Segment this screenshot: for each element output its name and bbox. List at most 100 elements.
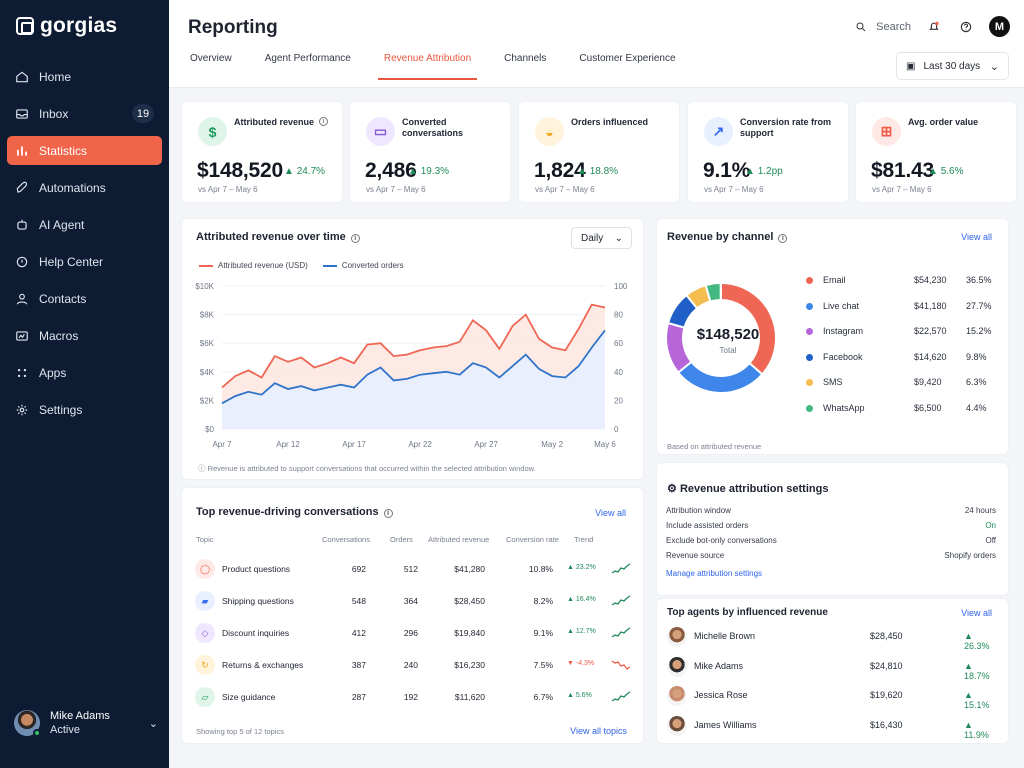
view-all-topics-link[interactable]: View all bbox=[595, 508, 626, 518]
chevron-down-icon: ⌄ bbox=[989, 60, 999, 73]
info-icon[interactable]: i bbox=[778, 234, 788, 243]
table-row[interactable]: ◯ Product questions 692 512 $41,280 10.8% ▲ 23… bbox=[192, 556, 637, 582]
sidebar-item-label: Automations bbox=[39, 180, 106, 195]
donut-slice-live-chat[interactable] bbox=[676, 360, 764, 394]
info-icon[interactable]: i bbox=[319, 117, 328, 126]
sidebar-item-statistics[interactable]: Statistics bbox=[7, 136, 162, 165]
trend-sparkline bbox=[611, 563, 631, 574]
legend-orders: Converted orders bbox=[322, 261, 404, 270]
profile-avatar[interactable]: M bbox=[989, 16, 1010, 37]
granularity-dropdown[interactable]: Daily ⌄ bbox=[571, 227, 632, 249]
chat-icon: ▭ bbox=[366, 117, 395, 146]
sidebar-item-help-center[interactable]: Help Center bbox=[7, 247, 162, 276]
calendar-icon: ▣ bbox=[906, 60, 916, 72]
setting-label: Revenue source bbox=[666, 551, 725, 560]
view-all-channels-link[interactable]: View all bbox=[961, 232, 992, 242]
table-row[interactable]: ▰ Shipping questions 548 364 $28,450 8.2% ▲ 16… bbox=[192, 588, 637, 614]
topic-name: Product questions bbox=[222, 564, 291, 574]
secondary-y-axis-tick-label: 40 bbox=[614, 368, 623, 377]
conversation-count: 412 bbox=[351, 628, 366, 638]
donut-slice-instagram[interactable] bbox=[665, 321, 693, 374]
table-header-cell: Conversations bbox=[322, 535, 370, 544]
page-title: Reporting bbox=[188, 17, 278, 38]
sidebar-item-settings[interactable]: Settings bbox=[7, 395, 162, 424]
agent-revenue: $19,620 bbox=[870, 690, 903, 700]
sidebar-item-apps[interactable]: Apps bbox=[7, 358, 162, 387]
kpi-change: ▲ 19.3% bbox=[408, 166, 450, 177]
y-axis-tick-label: $0 bbox=[205, 425, 214, 434]
channel-row[interactable]: Instagram $22,570 15.2% bbox=[806, 325, 996, 351]
conversion-rate: 8.2% bbox=[533, 596, 553, 606]
channel-list: Email $54,230 36.5% Live chat $41,180 27.7% In… bbox=[806, 274, 996, 427]
user-profile[interactable]: Mike Adams Active ⌄ bbox=[14, 707, 158, 739]
y-axis-tick-label: $6K bbox=[200, 339, 215, 348]
rocket-icon bbox=[15, 181, 29, 195]
kpi-comparison: vs Apr 7 – May 6 bbox=[198, 185, 258, 194]
donut-slice-whatsapp[interactable] bbox=[704, 281, 722, 303]
table-row[interactable]: ◇ Discount inquiries 412 296 $19,840 9.1% ▲ 12… bbox=[192, 620, 637, 646]
channel-color-dot bbox=[806, 277, 813, 284]
tab-revenue-attribution[interactable]: Revenue Attribution bbox=[377, 53, 478, 80]
channel-row[interactable]: Facebook $14,620 9.8% bbox=[806, 351, 996, 377]
secondary-y-axis-tick-label: 20 bbox=[614, 396, 623, 405]
search-icon bbox=[852, 18, 870, 36]
tab-agent-performance[interactable]: Agent Performance bbox=[264, 53, 351, 64]
channel-color-dot bbox=[806, 302, 813, 310]
agent-avatar bbox=[667, 715, 687, 736]
conversion-rate: 9.1% bbox=[533, 628, 553, 638]
conversation-count: 548 bbox=[351, 596, 366, 606]
manage-attribution-settings-link[interactable]: Manage attribution settings bbox=[666, 569, 763, 578]
info-icon[interactable]: i bbox=[383, 509, 393, 518]
tab-overview[interactable]: Overview bbox=[190, 53, 232, 64]
channel-name: Facebook bbox=[823, 351, 863, 362]
agent-change: ▲ 18.7% bbox=[964, 660, 990, 681]
agent-row[interactable]: Michelle Brown $28,450 ▲ 26.3% bbox=[666, 624, 996, 651]
channel-name: Instagram bbox=[823, 326, 864, 336]
channel-row[interactable]: Email $54,230 36.5% bbox=[806, 274, 996, 300]
channel-row[interactable]: SMS $9,420 6.3% bbox=[806, 376, 996, 402]
y-axis-tick-label: $2K bbox=[200, 396, 215, 405]
view-all-agents-link[interactable]: View all bbox=[961, 608, 992, 618]
agent-row[interactable]: Mike Adams $24,810 ▲ 18.7% bbox=[666, 654, 996, 681]
channel-value: $14,620 bbox=[914, 351, 947, 362]
top-agents-title: Top agents by influenced revenue bbox=[667, 607, 828, 618]
channel-row[interactable]: Live chat $41,180 27.7% bbox=[806, 300, 996, 326]
sidebar-item-inbox[interactable]: Inbox 19 bbox=[7, 99, 162, 128]
kpi-card: ↗ Conversion rate from support 9.1% ▲ 1.2pp… bbox=[687, 101, 849, 203]
sidebar-item-contacts[interactable]: Contacts bbox=[7, 284, 162, 313]
trend-change: ▲ 23.2% bbox=[567, 564, 596, 571]
kpi-comparison: vs Apr 7 – May 6 bbox=[704, 185, 764, 194]
settings-title: ⚙ Revenue attribution settings bbox=[667, 483, 829, 495]
sidebar-item-macros[interactable]: Macros bbox=[7, 321, 162, 350]
chevron-down-icon[interactable]: ⌄ bbox=[148, 717, 158, 730]
attributed-revenue: $41,280 bbox=[454, 564, 485, 574]
setting-value: 24 hours bbox=[964, 506, 996, 515]
notification-bell-icon[interactable] bbox=[925, 18, 943, 36]
tab-customer-experience[interactable]: Customer Experience bbox=[579, 53, 676, 64]
agent-row[interactable]: James Williams $16,430 ▲ 11.9% bbox=[666, 713, 996, 740]
channel-row[interactable]: WhatsApp $6,500 4.4% bbox=[806, 402, 996, 428]
sidebar-item-label: AI Agent bbox=[39, 217, 85, 232]
sidebar-item-automations[interactable]: Automations bbox=[7, 173, 162, 202]
user-name: Mike Adams bbox=[50, 710, 110, 722]
logo[interactable]: gorgias bbox=[16, 14, 117, 38]
sidebar-item-ai-agent[interactable]: AI Agent bbox=[7, 210, 162, 239]
info-icon[interactable]: i bbox=[350, 234, 360, 243]
search-label: Search bbox=[876, 20, 911, 33]
secondary-y-axis-tick-label: 80 bbox=[614, 311, 623, 320]
view-all-topics-footer-link[interactable]: View all topics bbox=[570, 726, 627, 736]
table-row[interactable]: ▱ Size guidance 287 192 $11,620 6.7% ▲ 5.6% bbox=[192, 684, 637, 710]
tab-channels[interactable]: Channels bbox=[504, 53, 547, 64]
agent-name: James Williams bbox=[694, 719, 757, 730]
help-icon[interactable] bbox=[957, 18, 975, 36]
channel-name: SMS bbox=[823, 377, 843, 387]
setting-label: Attribution window bbox=[666, 506, 731, 515]
conversion-rate: 10.8% bbox=[528, 564, 553, 574]
setting-value: Off bbox=[985, 536, 996, 545]
date-range-dropdown[interactable]: ▣ Last 30 days ⌄ bbox=[896, 52, 1009, 80]
search-button[interactable]: Search bbox=[852, 18, 911, 36]
truck-icon: ▰ bbox=[195, 591, 215, 611]
sidebar-item-home[interactable]: Home bbox=[7, 62, 162, 91]
table-row[interactable]: ↻ Returns & exchanges 387 240 $16,230 7.5% ▼ -… bbox=[192, 652, 637, 678]
agent-row[interactable]: Jessica Rose $19,620 ▲ 15.1% bbox=[666, 683, 996, 710]
